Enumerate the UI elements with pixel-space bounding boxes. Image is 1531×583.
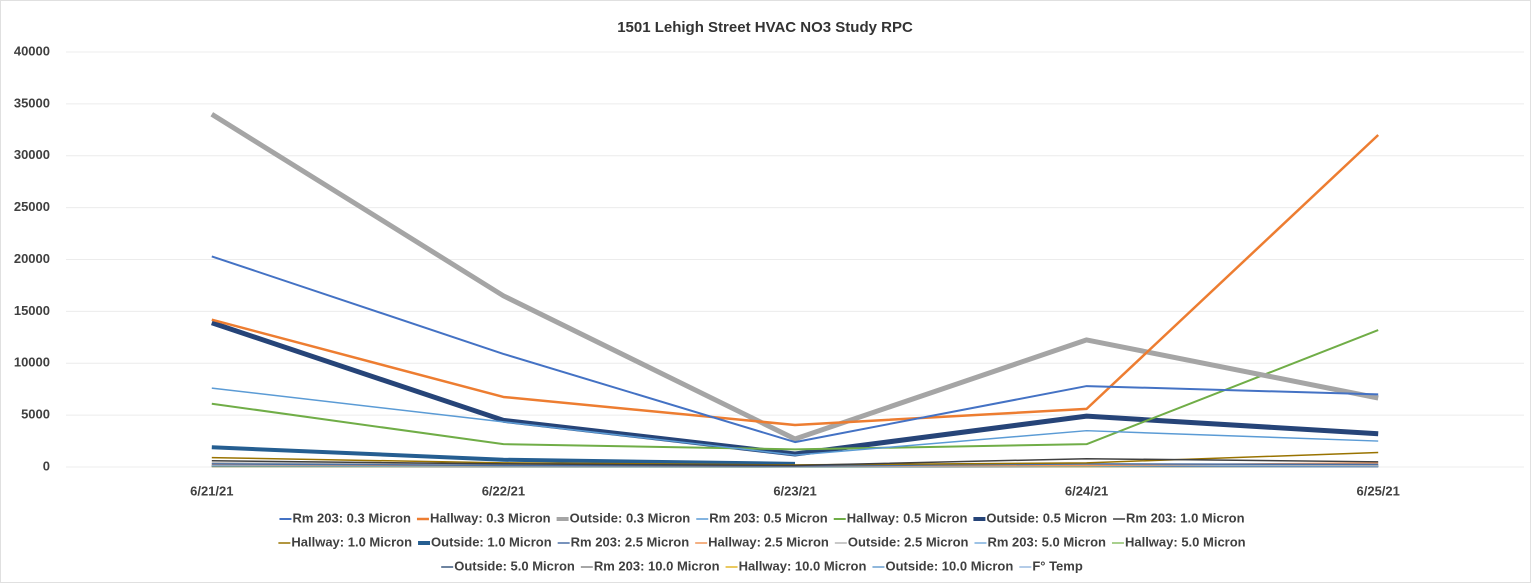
series-line bbox=[211, 134, 1380, 427]
x-tick-label: 6/22/21 bbox=[482, 483, 525, 498]
y-tick-label: 25000 bbox=[14, 199, 50, 214]
chart-title: 1501 Lehigh Street HVAC NO3 Study RPC bbox=[617, 19, 913, 36]
legend-label: Hallway: 2.5 Micron bbox=[708, 534, 829, 549]
legend-label: Hallway: 1.0 Micron bbox=[291, 534, 412, 549]
series-line bbox=[211, 320, 1379, 457]
legend-label: Hallway: 0.3 Micron bbox=[430, 510, 551, 525]
legend-label: Rm 203: 10.0 Micron bbox=[594, 558, 720, 573]
series-line bbox=[211, 255, 1379, 444]
legend-label: F° Temp bbox=[1032, 558, 1083, 573]
y-tick-label: 30000 bbox=[14, 147, 50, 162]
x-tick-label: 6/25/21 bbox=[1357, 483, 1400, 498]
series-line bbox=[211, 387, 1379, 456]
legend-label: Outside: 2.5 Micron bbox=[848, 534, 969, 549]
legend-label: Outside: 10.0 Micron bbox=[885, 558, 1013, 573]
series-line bbox=[210, 112, 1379, 442]
y-tick-label: 15000 bbox=[14, 303, 50, 318]
y-tick-label: 0 bbox=[43, 458, 50, 473]
legend-label: Rm 203: 0.5 Micron bbox=[709, 510, 828, 525]
legend-label: Hallway: 10.0 Micron bbox=[739, 558, 867, 573]
series-line bbox=[211, 457, 1379, 467]
legend-label: Rm 203: 2.5 Micron bbox=[571, 534, 690, 549]
x-tick-label: 6/24/21 bbox=[1065, 483, 1108, 498]
x-tick-label: 6/23/21 bbox=[773, 483, 816, 498]
series-line bbox=[211, 329, 1379, 451]
legend-label: Outside: 1.0 Micron bbox=[431, 534, 552, 549]
legend-label: Rm 203: 5.0 Micron bbox=[987, 534, 1106, 549]
legend-row: Outside: 5.0 Micron Rm 203: 10.0 Micron Ha… bbox=[441, 558, 1083, 573]
y-tick-label: 40000 bbox=[14, 43, 50, 58]
y-tick-label: 20000 bbox=[14, 251, 50, 266]
legend-label: Outside: 5.0 Micron bbox=[454, 558, 575, 573]
y-tick-label: 5000 bbox=[21, 407, 50, 422]
legend-label: Rm 203: 0.3 Micron bbox=[292, 510, 411, 525]
legend-label: Rm 203: 1.0 Micron bbox=[1126, 510, 1245, 525]
y-tick-label: 35000 bbox=[14, 95, 50, 110]
legend-label: Hallway: 0.5 Micron bbox=[847, 510, 968, 525]
y-tick-label: 10000 bbox=[14, 355, 50, 370]
x-tick-label: 6/21/21 bbox=[190, 483, 233, 498]
legend-row: Rm 203: 0.3 Micron Hallway: 0.3 Micron Out… bbox=[279, 510, 1245, 525]
legend-row: Hallway: 1.0 Micron Outside: 1.0 Micron Rm… bbox=[278, 534, 1246, 549]
legend-label: Outside: 0.3 Micron bbox=[570, 510, 691, 525]
legend-label: Hallway: 5.0 Micron bbox=[1125, 534, 1246, 549]
series-line bbox=[211, 445, 796, 466]
legend-label: Outside: 0.5 Micron bbox=[986, 510, 1107, 525]
